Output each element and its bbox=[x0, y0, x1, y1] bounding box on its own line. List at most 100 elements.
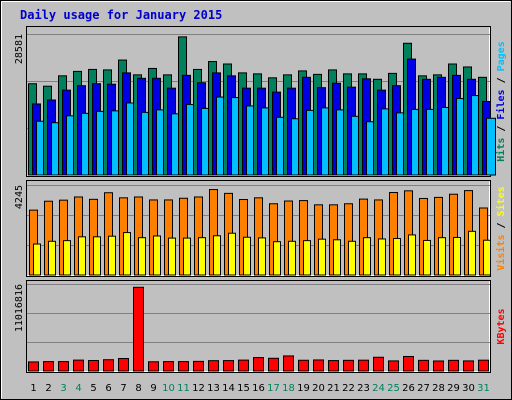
bar-kbytes-day-31 bbox=[478, 359, 489, 372]
bar-kbytes-day-3 bbox=[58, 361, 69, 372]
bar-sites-day-1 bbox=[33, 243, 41, 276]
x-tick-label-day-12: 12 bbox=[192, 383, 205, 394]
x-tick-label-day-17: 17 bbox=[267, 383, 280, 394]
x-axis: 1 2 3 4 5 6 7 8 9 10 11 12 13 14 15 16 17 18 19 20 21 22 23 24 2… bbox=[30, 383, 490, 394]
bar-sites-day-9 bbox=[153, 235, 161, 276]
x-tick-label-day-22: 22 bbox=[342, 383, 355, 394]
bar-sites-day-24 bbox=[378, 238, 386, 276]
bar-kbytes-day-13 bbox=[208, 360, 219, 372]
bar-sites-day-23 bbox=[363, 237, 371, 276]
x-tick-label-day-15: 15 bbox=[237, 383, 250, 394]
x-tick-label-day-16: 16 bbox=[252, 383, 265, 394]
bar-sites-day-4 bbox=[78, 236, 86, 276]
bar-kbytes-day-23 bbox=[358, 359, 369, 372]
bar-kbytes-day-14 bbox=[223, 360, 234, 372]
legend-separator: / bbox=[496, 216, 507, 234]
bar-kbytes-day-22 bbox=[343, 359, 354, 372]
x-tick-label-day-11: 11 bbox=[177, 383, 190, 394]
legend-visits-sites: Visits / Sites bbox=[495, 186, 507, 270]
panel-visits-sites: 4245 Visits / Sites bbox=[14, 180, 507, 277]
bar-kbytes-day-19 bbox=[298, 359, 309, 372]
bar-sites-day-6 bbox=[108, 235, 116, 276]
bar-kbytes-day-1 bbox=[28, 361, 39, 372]
x-tick-label-day-6: 6 bbox=[105, 383, 111, 394]
chart-panels: 28581 Hits / Files / Pages 4245 Visits / Si… bbox=[14, 26, 507, 373]
y-max-label: 4245 bbox=[14, 185, 25, 209]
x-tick-label-day-30: 30 bbox=[462, 383, 475, 394]
legend-entry-visits: Visits bbox=[495, 235, 507, 271]
bar-kbytes-day-18 bbox=[283, 355, 294, 372]
legend-entry-pages: Pages bbox=[496, 41, 507, 71]
x-tick-label-day-2: 2 bbox=[45, 383, 51, 394]
legend-entry-sites: Sites bbox=[495, 186, 507, 216]
bar-kbytes-day-10 bbox=[163, 361, 174, 372]
x-tick-label-day-21: 21 bbox=[327, 383, 340, 394]
bar-sites-day-28 bbox=[438, 237, 446, 276]
panel-hits-files-pages: 28581 Hits / Files / Pages bbox=[14, 26, 507, 177]
bar-sites-day-16 bbox=[258, 237, 266, 276]
x-tick-label-day-25: 25 bbox=[387, 383, 400, 394]
bar-kbytes-day-30 bbox=[463, 360, 474, 372]
x-tick-label-day-28: 28 bbox=[432, 383, 445, 394]
bar-sites-day-19 bbox=[303, 240, 311, 276]
bar-kbytes-day-9 bbox=[148, 361, 159, 372]
x-tick-label-day-4: 4 bbox=[75, 383, 81, 394]
bar-kbytes-day-8 bbox=[133, 286, 144, 372]
bar-sites-day-13 bbox=[213, 235, 221, 276]
bar-sites-day-20 bbox=[318, 238, 326, 276]
bars bbox=[29, 189, 491, 276]
bar-sites-day-5 bbox=[93, 236, 101, 276]
x-tick-label-day-7: 7 bbox=[120, 383, 126, 394]
legend-entry-kbytes: KBytes bbox=[496, 308, 507, 344]
bar-pages-day-31 bbox=[486, 117, 496, 176]
x-tick-label-day-26: 26 bbox=[402, 383, 415, 394]
panel-kbytes: 11016816 KBytes bbox=[14, 280, 507, 373]
bar-kbytes-day-15 bbox=[238, 359, 249, 372]
bar-sites-day-27 bbox=[423, 239, 431, 276]
x-tick-label-day-9: 9 bbox=[150, 383, 156, 394]
bars bbox=[28, 286, 489, 372]
bar-sites-day-30 bbox=[468, 230, 476, 276]
x-tick-label-day-8: 8 bbox=[135, 383, 141, 394]
x-tick-label-day-23: 23 bbox=[357, 383, 370, 394]
bar-sites-day-11 bbox=[183, 237, 191, 276]
bar-kbytes-day-29 bbox=[448, 359, 459, 372]
bar-kbytes-day-24 bbox=[373, 356, 384, 372]
bar-sites-day-3 bbox=[63, 240, 71, 276]
bar-kbytes-day-7 bbox=[118, 358, 129, 372]
x-tick-label-day-10: 10 bbox=[162, 383, 175, 394]
bar-sites-day-22 bbox=[348, 240, 356, 276]
bar-kbytes-day-25 bbox=[388, 360, 399, 372]
bar-sites-day-12 bbox=[198, 237, 206, 276]
bar-sites-day-31 bbox=[483, 239, 491, 276]
bar-sites-day-25 bbox=[393, 238, 401, 276]
bar-kbytes-day-28 bbox=[433, 360, 444, 372]
bar-sites-day-15 bbox=[243, 236, 251, 276]
x-tick-label-day-18: 18 bbox=[282, 383, 295, 394]
x-tick-label-day-24: 24 bbox=[372, 383, 385, 394]
bar-sites-day-26 bbox=[408, 234, 416, 276]
x-tick-label-day-13: 13 bbox=[207, 383, 220, 394]
bar-kbytes-day-5 bbox=[88, 359, 99, 372]
bar-kbytes-day-4 bbox=[73, 359, 84, 372]
y-max-label: 11016816 bbox=[14, 284, 25, 332]
bar-kbytes-day-26 bbox=[403, 355, 414, 372]
legend-separator: / bbox=[496, 71, 507, 89]
chart-title: Daily usage for January 2015 bbox=[20, 8, 222, 22]
bar-kbytes-day-20 bbox=[313, 359, 324, 372]
bar-sites-day-7 bbox=[123, 232, 131, 276]
bar-sites-day-17 bbox=[273, 241, 281, 276]
legend-entry-hits: Hits bbox=[495, 138, 507, 162]
x-tick-label-day-31: 31 bbox=[477, 383, 490, 394]
x-tick-label-day-19: 19 bbox=[297, 383, 310, 394]
bar-sites-day-8 bbox=[138, 237, 146, 276]
bars bbox=[28, 36, 496, 176]
x-tick-label-day-1: 1 bbox=[30, 383, 36, 394]
bar-kbytes-day-6 bbox=[103, 359, 114, 372]
bar-kbytes-day-17 bbox=[268, 357, 279, 372]
bar-kbytes-day-16 bbox=[253, 357, 264, 372]
bar-sites-day-2 bbox=[48, 240, 56, 276]
legend-entry-files: Files bbox=[495, 89, 507, 119]
